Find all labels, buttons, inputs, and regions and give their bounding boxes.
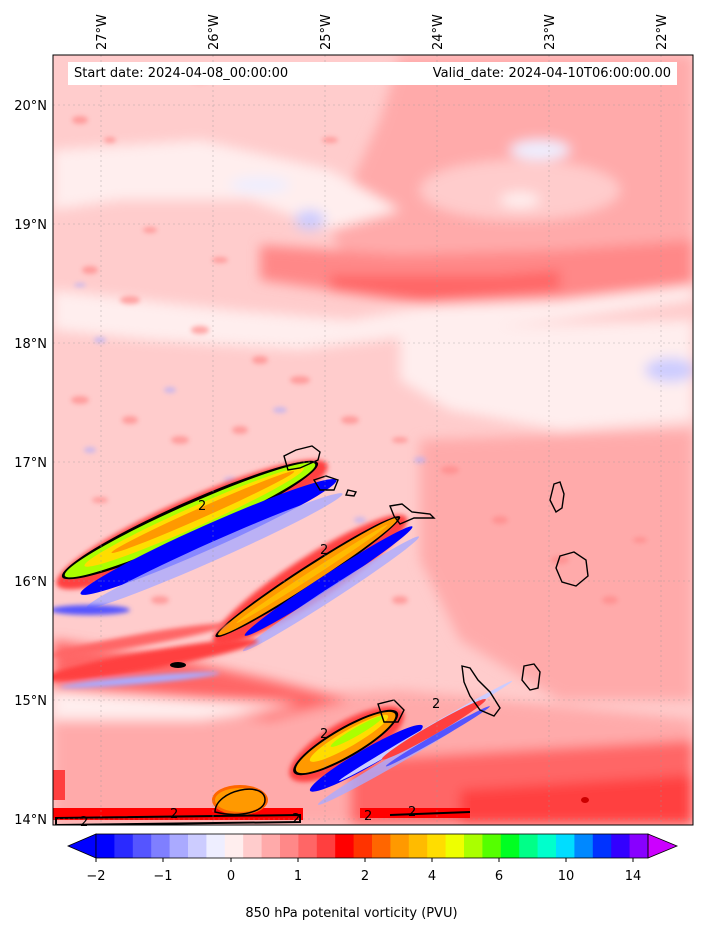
colorbar-cell xyxy=(390,834,410,858)
colorbar-cell xyxy=(611,834,631,858)
contour-label: 2 xyxy=(320,727,328,742)
colorbar-cell xyxy=(464,834,483,858)
colorbar-tick: 2 xyxy=(361,869,369,884)
lon-label: 24°W xyxy=(431,14,446,50)
island-maio xyxy=(521,663,541,691)
contour-label: 2 xyxy=(292,812,300,827)
lat-label: 20°N xyxy=(14,99,47,114)
colorbar-cell xyxy=(243,834,263,858)
colorbar-cell xyxy=(335,834,355,858)
colorbar-cell xyxy=(261,834,281,858)
island-sao-nicolau xyxy=(389,503,436,525)
colorbar-cell xyxy=(353,834,373,858)
colorbar-tick: 14 xyxy=(625,869,642,884)
lon-label: 23°W xyxy=(543,14,558,50)
colorbar-high-extend xyxy=(647,833,679,859)
colorbar-cell xyxy=(537,834,557,858)
contour-labels: 2 2 2 2 2 2 2 2 2 xyxy=(80,499,440,830)
island-santiago xyxy=(461,665,501,717)
colorbar-cell xyxy=(132,834,152,858)
colorbar-tick: 6 xyxy=(495,869,503,884)
colorbar-tick: 10 xyxy=(558,869,575,884)
island-boa-vista xyxy=(555,551,589,587)
lat-label: 16°N xyxy=(14,575,47,590)
colorbar-tick: −2 xyxy=(86,869,105,884)
lat-label: 19°N xyxy=(14,218,47,233)
colorbar-cell xyxy=(500,834,520,858)
colorbar-title: 850 hPa potenital vorticity (PVU) xyxy=(245,906,458,921)
lat-label: 15°N xyxy=(14,694,47,709)
colorbar-cell xyxy=(408,834,428,858)
island-sao-vicente xyxy=(312,475,339,491)
colorbar-cell xyxy=(519,834,539,858)
contour-label: 2 xyxy=(80,815,88,830)
colorbar-tick: 1 xyxy=(294,869,302,884)
colorbar-cell xyxy=(280,834,299,858)
coastlines xyxy=(283,445,589,723)
contour-label: 2 xyxy=(408,805,416,820)
colorbar-low-extend xyxy=(66,833,97,859)
colorbar-cell xyxy=(151,834,171,858)
island-santo-antao xyxy=(283,445,321,471)
latitude-labels: 20°N 19°N 18°N 17°N 16°N 15°N 14°N xyxy=(14,99,47,828)
longitude-labels: 27°W 26°W 25°W 24°W 23°W 22°W xyxy=(95,14,670,50)
lat-label: 17°N xyxy=(14,456,47,471)
gridlines xyxy=(53,55,693,825)
colorbar-cell xyxy=(629,834,649,858)
pv-field xyxy=(53,55,693,825)
lon-label: 27°W xyxy=(95,14,110,50)
colorbar-cell xyxy=(592,834,612,858)
colorbar-cell xyxy=(298,834,318,858)
colorbar-cell xyxy=(188,834,207,858)
map-frame xyxy=(52,54,694,826)
date-info-box: Start date: 2024-04-08_00:00:00 Valid_da… xyxy=(68,62,677,85)
colorbar-cell xyxy=(445,834,465,858)
contour-label: 2 xyxy=(320,543,328,558)
lon-label: 25°W xyxy=(319,14,334,50)
colorbar-cell xyxy=(206,834,226,858)
contour-label: 2 xyxy=(198,499,206,514)
colorbar-tick: −1 xyxy=(153,869,172,884)
colorbar-cell xyxy=(574,834,594,858)
contour-label: 2 xyxy=(170,807,178,822)
lat-label: 14°N xyxy=(14,813,47,828)
contour-label: 2 xyxy=(364,809,372,824)
island-santa-luzia xyxy=(345,489,358,497)
colorbar: −2 −1 0 1 2 4 6 10 14 xyxy=(66,833,679,884)
lat-label: 18°N xyxy=(14,337,47,352)
island-fogo xyxy=(377,699,405,723)
colorbar-cell xyxy=(114,834,134,858)
colorbar-cell xyxy=(316,834,336,858)
valid-date-label: Valid_date: 2024-04-10T06:00:00.00 xyxy=(432,66,671,81)
contour-label: 2 xyxy=(432,697,440,712)
colorbar-cell xyxy=(96,834,115,858)
lon-label: 26°W xyxy=(207,14,222,50)
colorbar-cell xyxy=(372,834,391,858)
start-date-label: Start date: 2024-04-08_00:00:00 xyxy=(74,66,289,81)
colorbar-tick: 0 xyxy=(227,869,235,884)
colorbar-cell xyxy=(224,834,244,858)
colorbar-cell xyxy=(556,834,575,858)
colorbar-tick: 4 xyxy=(428,869,436,884)
colorbar-cell xyxy=(482,834,502,858)
colorbar-cell xyxy=(427,834,447,858)
lon-label: 22°W xyxy=(655,14,670,50)
colorbar-cell xyxy=(169,834,189,858)
island-sal xyxy=(549,481,565,514)
